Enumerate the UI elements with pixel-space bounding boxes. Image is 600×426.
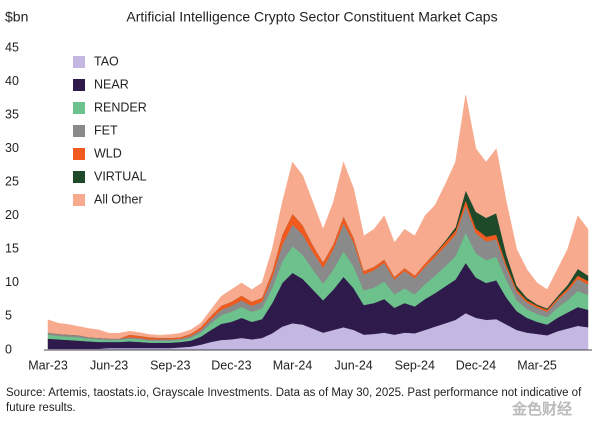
y-tick-label: 25	[5, 175, 19, 189]
area	[47, 94, 589, 339]
x-tick-label: Jun-23	[90, 358, 128, 372]
legend-label: VIRTUAL	[94, 169, 147, 183]
y-tick-label: 35	[5, 107, 19, 121]
y-tick-label: 5	[5, 309, 12, 323]
y-tick-label: 10	[5, 275, 19, 289]
x-tick-label: Sep-23	[150, 358, 190, 372]
y-tick-label: 0	[5, 342, 12, 356]
legend-label: All Other	[94, 192, 143, 206]
x-tick-label: Dec-23	[211, 358, 251, 372]
legend-label: RENDER	[94, 100, 147, 114]
legend-swatch	[73, 194, 85, 206]
y-axis-label: $bn	[5, 9, 28, 25]
x-tick-label: Mar-24	[273, 358, 313, 372]
legend-label: WLD	[94, 146, 122, 160]
y-tick-label: 20	[5, 208, 19, 222]
legend-swatch	[73, 79, 85, 91]
plot-area	[47, 94, 589, 351]
source-note: Source: Artemis, taostats.io, Grayscale …	[6, 387, 582, 414]
watermark: 金色财经	[512, 401, 573, 418]
legend-swatch	[73, 56, 85, 68]
x-tick-label: Mar-25	[517, 358, 557, 372]
legend-label: TAO	[94, 54, 119, 68]
y-tick-label: 40	[5, 74, 19, 88]
legend-swatch	[73, 102, 85, 114]
y-tick-label: 45	[5, 40, 19, 54]
legend-swatch	[73, 148, 85, 160]
y-tick-label: 15	[5, 242, 19, 256]
legend-swatch	[73, 171, 85, 183]
x-tick-label: Jun-24	[335, 358, 373, 372]
chart-title: Artificial Intelligence Crypto Sector Co…	[126, 9, 497, 25]
legend-swatch	[73, 125, 85, 137]
x-tick-label: Dec-24	[456, 358, 496, 372]
y-tick-label: 30	[5, 141, 19, 155]
x-tick-label: Mar-23	[28, 358, 68, 372]
legend-label: FET	[94, 123, 118, 137]
legend-label: NEAR	[94, 77, 129, 91]
x-tick-label: Sep-24	[395, 358, 435, 372]
